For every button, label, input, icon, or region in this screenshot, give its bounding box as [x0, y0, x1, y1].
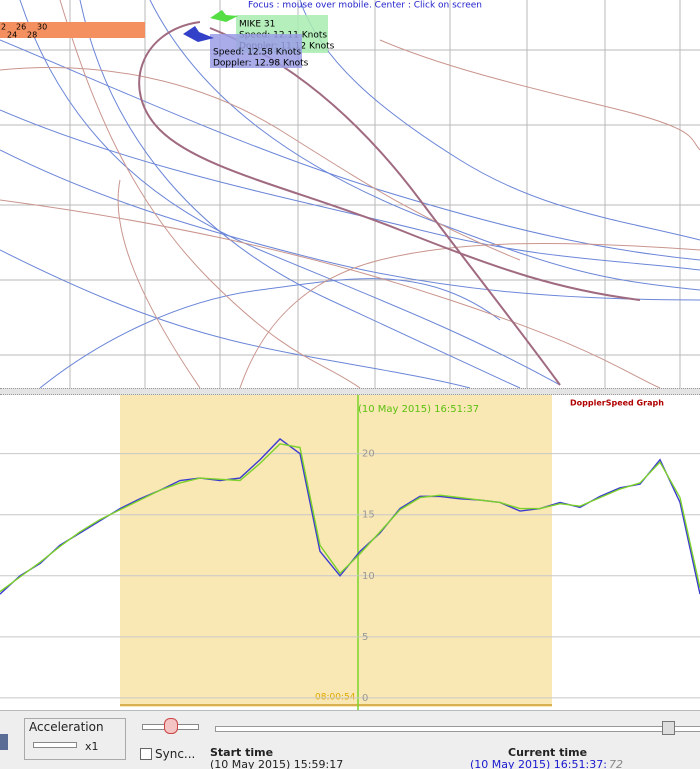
scale-label: 24 [7, 31, 17, 40]
graph: (10 May 2015) 16:51:37 DopplerSpeed Grap… [0, 395, 700, 710]
graph-title: DopplerSpeed Graph [570, 399, 664, 408]
y-tick-label: 10 [362, 571, 375, 582]
scale-label: 28 [27, 31, 37, 40]
play-button[interactable] [0, 734, 8, 750]
map[interactable]: 2 26 30 24 28 Focus : mouse over mobile.… [0, 0, 700, 388]
boat-info-box [210, 34, 302, 68]
boat-icon[interactable] [210, 10, 238, 22]
start-time: (10 May 2015) 15:59:17 [210, 758, 344, 769]
scale-label: 2 [1, 23, 6, 32]
cursor-label: (10 May 2015) 16:51:37 [358, 404, 479, 415]
time-thumb[interactable] [662, 721, 675, 735]
start-title: Start time [210, 746, 274, 759]
y-tick-label: 5 [362, 632, 368, 643]
y-tick-label: 15 [362, 510, 375, 521]
tracks [0, 0, 700, 388]
map-grid [0, 0, 700, 388]
sync-checkbox[interactable] [140, 748, 152, 760]
sync-label: Sync... [155, 747, 196, 761]
scale-label: 30 [37, 23, 47, 32]
current-ms: 72 [609, 758, 623, 769]
boat-name: MIKE 31 [239, 20, 275, 30]
multiplier: x1 [85, 740, 99, 753]
acceleration-label: Acceleration [29, 720, 104, 734]
y-tick-label: 20 [362, 449, 375, 460]
boat-doppler: Doppler: 12.98 Knots [213, 59, 309, 69]
scale-bar [0, 22, 145, 38]
current-title: Current time [508, 746, 588, 759]
time-slider[interactable] [215, 726, 700, 732]
speed-line [0, 443, 700, 593]
boat-icon[interactable] [183, 26, 214, 42]
selection-range [120, 395, 552, 707]
y-tick-label: 0 [362, 693, 368, 704]
acceleration-slider[interactable] [33, 742, 77, 748]
map-hint: Focus : mouse over mobile. Center : Clic… [248, 1, 482, 11]
splitter[interactable] [0, 388, 700, 395]
current-time: (10 May 2015) 16:51:37: [470, 758, 607, 769]
boat-speed: Speed: 12.58 Knots [213, 48, 301, 58]
scale-label: 26 [16, 23, 26, 32]
acceleration-box [24, 718, 126, 760]
zoom-thumb[interactable] [164, 718, 178, 734]
